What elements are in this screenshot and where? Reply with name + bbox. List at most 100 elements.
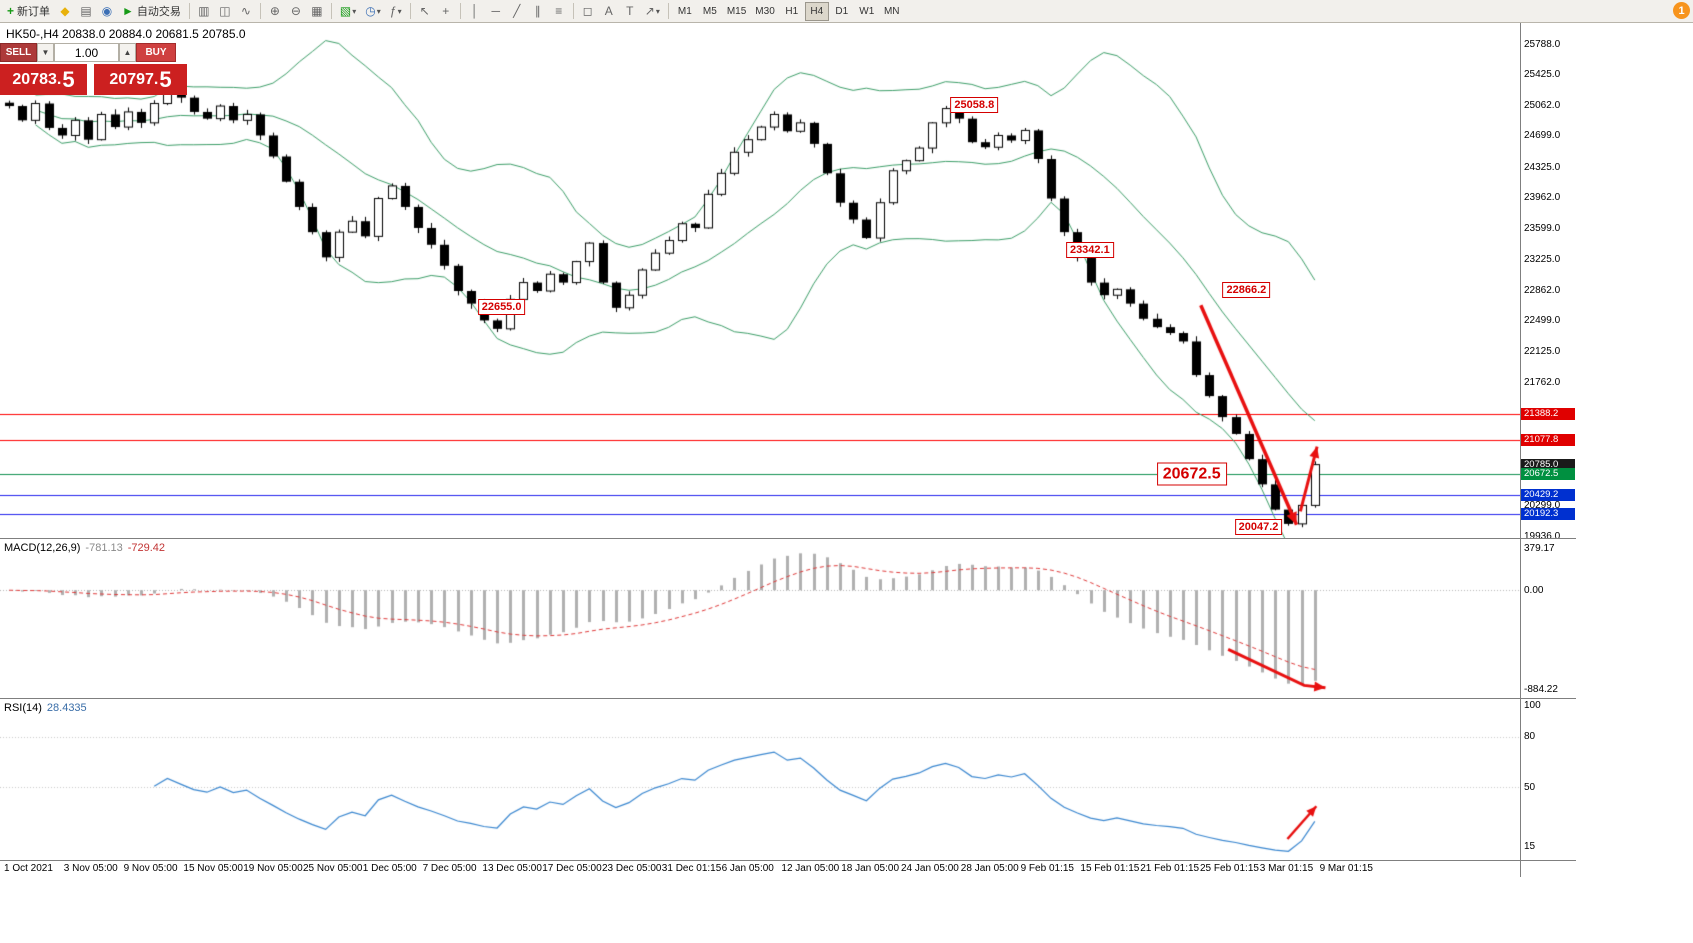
shapes-button[interactable]: ◻: [578, 2, 598, 21]
timeframe-button-h1[interactable]: H1: [780, 2, 804, 21]
timeframe-button-mn[interactable]: MN: [880, 2, 904, 21]
chevron-down-icon: ▾: [376, 6, 381, 16]
price-tick-label: 23225.0: [1524, 253, 1561, 265]
chart-bars-button[interactable]: ▥: [194, 2, 214, 21]
one-click-trade-panel: SELL ▼ ▲ BUY 20783.5 20797.5: [0, 43, 190, 95]
print-button[interactable]: ▤: [76, 2, 96, 21]
label-icon: T: [626, 4, 634, 18]
metaeditor-button[interactable]: ◆: [55, 2, 75, 21]
volume-input[interactable]: [54, 43, 119, 62]
rsi-scale-label: 50: [1524, 781, 1536, 793]
price-scale[interactable]: 25788.0 25425.0 25062.0 24699.0 24325.0 23962…: [1520, 23, 1576, 877]
zoom-out-button[interactable]: ⊖: [286, 2, 306, 21]
rsi-panel: RSI(14) 28.4335: [0, 698, 1520, 861]
time-axis-label: 3 Mar 01:15: [1259, 863, 1314, 874]
text-icon: A: [604, 4, 613, 18]
new-chart-button[interactable]: ▧ ▾: [336, 2, 360, 21]
price-tick-label: 21762.0: [1524, 376, 1561, 388]
timeframe-button-d1[interactable]: D1: [830, 2, 854, 21]
arrows-tool-button[interactable]: ↗ ▾: [641, 2, 664, 21]
time-axis-label: 15 Nov 05:00: [183, 863, 243, 874]
candles-chart-icon: ◫: [219, 4, 231, 18]
time-axis-label: 6 Jan 05:00: [721, 863, 774, 874]
toolbar-separator: [330, 3, 332, 19]
time-axis[interactable]: 1 Oct 2021 3 Nov 05:00 9 Nov 05:00 15 Nov 0…: [0, 860, 1520, 877]
buy-price-display[interactable]: 20797. 5: [94, 64, 187, 95]
channel-icon: ∥: [534, 4, 541, 18]
fibonacci-icon: ≡: [555, 4, 563, 18]
notification-badge[interactable]: 1: [1673, 2, 1690, 19]
label-button[interactable]: T: [620, 2, 640, 21]
timeframe-button-m1[interactable]: M1: [673, 2, 697, 21]
buy-button[interactable]: BUY: [136, 43, 176, 62]
macd-header: MACD(12,26,9) -781.13 -729.42: [4, 542, 165, 554]
rsi-scale[interactable]: 100 80 50 15: [1521, 698, 1576, 860]
price-callout-label: 20047.2: [1234, 518, 1283, 535]
text-button[interactable]: A: [599, 2, 619, 21]
chart-ohlc-header: HK50-,H4 20838.0 20884.0 20681.5 20785.0: [6, 27, 246, 41]
tile-windows-button[interactable]: ▦: [307, 2, 327, 21]
indicators-dropdown-button[interactable]: ƒ ▾: [386, 2, 406, 21]
time-axis-label: 28 Jan 05:00: [960, 863, 1019, 874]
macd-canvas[interactable]: [0, 539, 1520, 699]
fibonacci-button[interactable]: ≡: [549, 2, 569, 21]
time-axis-label: 12 Jan 05:00: [781, 863, 840, 874]
sell-button[interactable]: SELL: [0, 43, 37, 62]
price-tick-label: 22862.0: [1524, 284, 1561, 296]
channel-button[interactable]: ∥: [528, 2, 548, 21]
price-badge: 20429.2: [1521, 488, 1575, 501]
chart-line-button[interactable]: ∿: [236, 2, 256, 21]
crosshair-icon: +: [442, 4, 450, 18]
chevron-down-icon: ▾: [655, 6, 660, 16]
main-chart-canvas[interactable]: [0, 23, 1520, 538]
main-price-scale[interactable]: 25788.0 25425.0 25062.0 24699.0 24325.0 23962…: [1521, 23, 1576, 542]
metaeditor-icon: ◆: [60, 4, 70, 18]
time-axis-label: 25 Feb 01:15: [1200, 863, 1259, 874]
cursor-button[interactable]: ↖: [415, 2, 435, 21]
shapes-icon: ◻: [582, 4, 593, 18]
new-chart-icon: ▧: [339, 4, 352, 18]
autotrading-label: 自动交易: [136, 6, 181, 18]
price-callout-label: 23342.1: [1065, 241, 1114, 258]
new-order-label: 新订单: [17, 6, 51, 18]
sounds-button[interactable]: ◉: [97, 2, 117, 21]
time-axis-label: 18 Jan 05:00: [841, 863, 900, 874]
rsi-canvas[interactable]: [0, 699, 1520, 861]
price-tick-label: 23962.0: [1524, 192, 1561, 204]
time-axis-label: 25 Nov 05:00: [303, 863, 363, 874]
sell-price-display[interactable]: 20783. 5: [0, 64, 87, 95]
autotrading-play-icon: ►: [122, 4, 134, 18]
macd-main-value: -781.13: [85, 542, 123, 554]
indicator-fx-icon: ƒ: [389, 4, 397, 18]
timeframe-button-h4[interactable]: H4: [804, 1, 829, 21]
timeframe-button-m30[interactable]: M30: [751, 2, 778, 21]
volume-increase-button[interactable]: ▲: [119, 43, 136, 62]
macd-scale[interactable]: 379.17 0.00 -884.22: [1521, 538, 1576, 698]
horizontal-line-button[interactable]: ─: [486, 2, 506, 21]
autotrading-button[interactable]: ► 自动交易: [118, 2, 185, 21]
new-order-button[interactable]: + 新订单: [3, 2, 54, 21]
rsi-header: RSI(14) 28.4335: [4, 702, 87, 714]
macd-signal-value: -729.42: [127, 542, 166, 554]
timeframe-button-m5[interactable]: M5: [698, 2, 722, 21]
crosshair-button[interactable]: +: [436, 2, 456, 21]
zoom-in-button[interactable]: ⊕: [265, 2, 285, 21]
vertical-line-button[interactable]: │: [465, 2, 485, 21]
rsi-label: RSI(14): [4, 702, 42, 714]
time-axis-label: 3 Nov 05:00: [63, 863, 118, 874]
arrow-tool-icon: ↗: [644, 4, 655, 18]
toolbar-separator: [459, 3, 461, 19]
timeframe-button-w1[interactable]: W1: [855, 2, 879, 21]
volume-decrease-button[interactable]: ▼: [37, 43, 54, 62]
timeframe-button-m15[interactable]: M15: [723, 2, 750, 21]
chart-candles-button[interactable]: ◫: [215, 2, 235, 21]
time-axis-label: 24 Jan 05:00: [901, 863, 959, 874]
trendline-button[interactable]: ╱: [507, 2, 527, 21]
rsi-scale-label: 100: [1524, 700, 1541, 711]
time-axis-label: 1 Dec 05:00: [362, 863, 417, 874]
macd-label: MACD(12,26,9): [4, 542, 81, 554]
price-tick-label: 20299.0: [1524, 499, 1561, 511]
time-axis-label: 7 Dec 05:00: [422, 863, 477, 874]
time-axis-label: 19 Nov 05:00: [243, 863, 303, 874]
period-dropdown-button[interactable]: ◷ ▾: [361, 2, 385, 21]
